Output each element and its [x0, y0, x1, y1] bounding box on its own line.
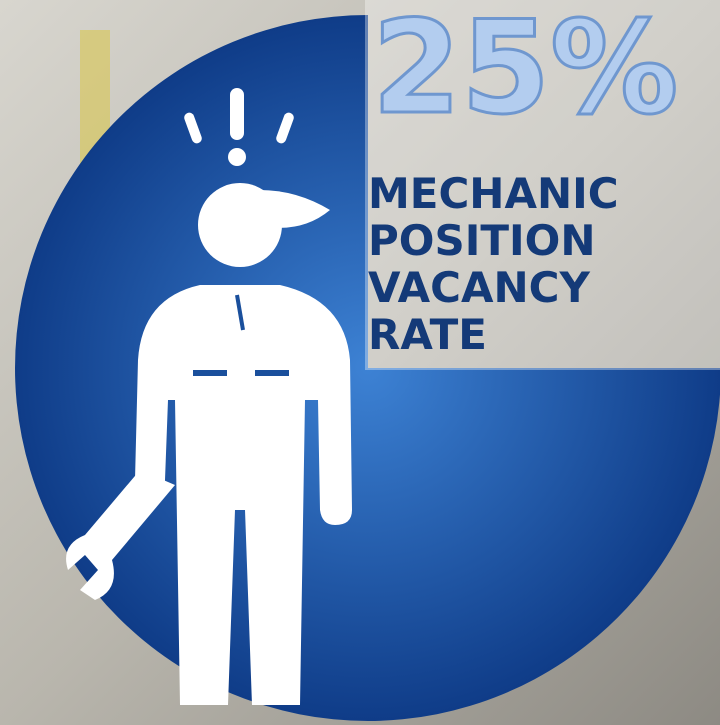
infographic: 25% MECHANIC POSITION VACANCY RATE — [0, 0, 720, 725]
title-line: RATE — [368, 310, 487, 359]
title-line: VACANCY — [368, 263, 590, 312]
pocket — [255, 370, 289, 376]
value-label: 25% — [372, 0, 678, 143]
title-line: POSITION — [368, 216, 596, 265]
page: 25% MECHANIC POSITION VACANCY RATE (() =… — [0, 0, 720, 725]
title-line: MECHANIC — [368, 169, 619, 218]
pocket — [193, 370, 227, 376]
